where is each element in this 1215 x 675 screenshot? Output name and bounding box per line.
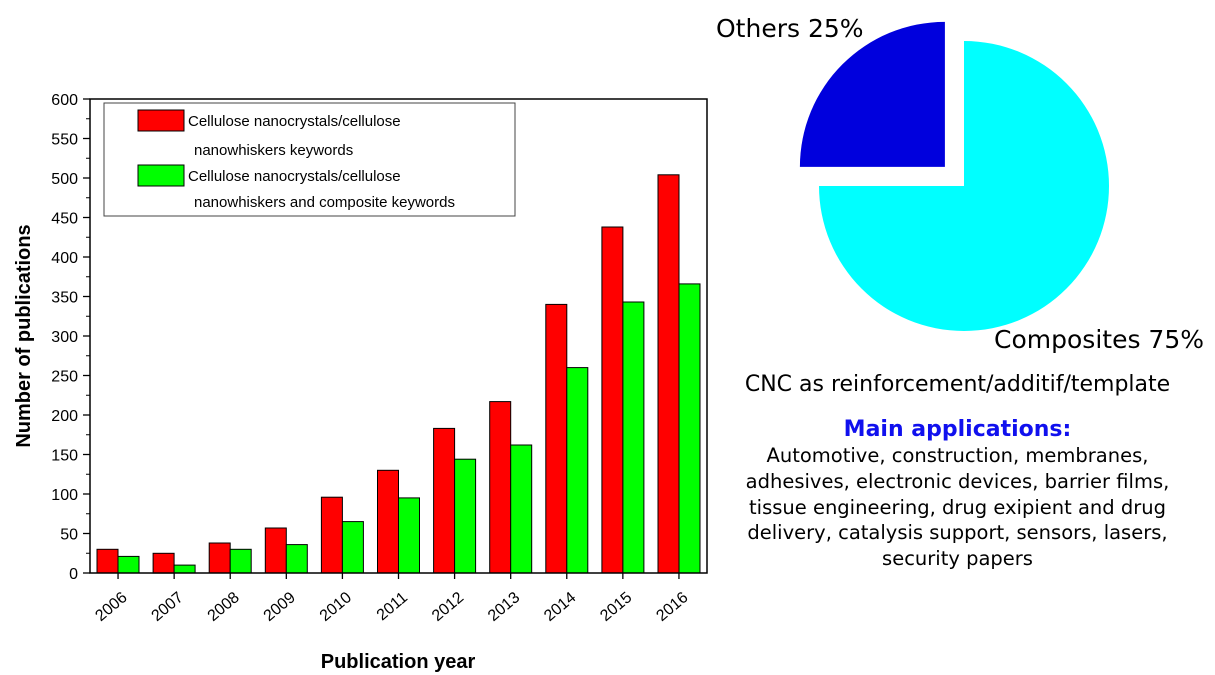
pie-slice-composites (819, 41, 1109, 331)
x-tick-label: 2013 (485, 589, 523, 625)
x-tick-label: 2012 (429, 589, 467, 625)
x-tick-label: 2016 (653, 589, 691, 625)
x-tick-label: 2006 (92, 589, 130, 625)
applications-panel: CNC as reinforcement/additif/template Ma… (700, 372, 1215, 572)
applications-line: tissue engineering, drug exipient and dr… (749, 495, 1166, 519)
x-tick-label: 2014 (541, 589, 579, 625)
x-tick-label: 2009 (261, 589, 299, 625)
y-tick-label: 500 (51, 171, 78, 188)
y-tick-label: 600 (51, 92, 78, 109)
bar-green-2008 (229, 548, 252, 574)
bar-green-2013 (510, 444, 533, 574)
y-tick-label: 550 (51, 132, 78, 149)
cnc-role-text: CNC as reinforcement/additif/template (744, 372, 1171, 397)
y-tick-label: 100 (51, 487, 78, 504)
legend: Cellulose nanocrystals/cellulose nanowhi… (103, 102, 516, 217)
bar-red-2010 (320, 496, 343, 574)
legend-label-green-line2: nanowhiskers and composite keywords (194, 194, 455, 211)
y-tick-label: 250 (51, 369, 78, 386)
legend-swatch-green (137, 164, 185, 187)
applications-line: adhesives, electronic devices, barrier f… (745, 469, 1170, 493)
x-tick-label: 2007 (149, 589, 187, 625)
bar-green-2012 (454, 458, 477, 574)
bar-red-2009 (264, 527, 287, 574)
bar-red-2012 (433, 427, 456, 574)
bar-red-2011 (377, 469, 399, 574)
bar-green-2007 (173, 564, 196, 574)
pie-label-composites: Composites 75% (994, 325, 1204, 354)
bar-green-2015 (622, 301, 645, 574)
y-axis-label: Number of publications (13, 224, 35, 447)
pie-label-others: Others 25% (716, 14, 864, 43)
pie-chart: Composites 75% Others 25% (716, 14, 1204, 354)
bar-green-2016 (678, 283, 701, 574)
bar-green-2006 (117, 555, 140, 574)
bar-red-2015 (601, 226, 624, 574)
legend-swatch-red (137, 109, 185, 132)
applications-line: Automotive, construction, membranes, (766, 444, 1149, 467)
bar-red-2016 (657, 174, 680, 574)
y-tick-label: 50 (60, 527, 78, 544)
x-tick-label: 2010 (317, 589, 355, 625)
y-tick-label: 0 (69, 566, 78, 583)
applications-line: security papers (882, 547, 1033, 571)
y-tick-label: 400 (51, 250, 78, 267)
legend-label-red-line2: nanowhiskers keywords (194, 142, 353, 159)
bar-green-2014 (566, 367, 589, 574)
bar-green-2010 (341, 521, 364, 574)
bar-red-2013 (489, 401, 512, 574)
bar-red-2006 (96, 548, 119, 574)
bar-chart: 0 50 100 150 200 250 300 350 400 450 500 550 600 200… (13, 92, 708, 673)
x-tick-label: 2015 (597, 589, 635, 625)
bar-group (96, 174, 701, 574)
y-tick-label: 200 (51, 408, 78, 425)
applications-list: Automotive, construction, membranes, adh… (700, 443, 1215, 572)
applications-line: delivery, catalysis support, sensors, la… (747, 521, 1168, 545)
x-axis: 2006 2007 2008 2009 2010 2011 2012 2013 2014 2015… (92, 573, 692, 625)
legend-label-red-line1: Cellulose nanocrystals/cellulose (188, 113, 401, 130)
bar-red-2008 (208, 542, 231, 574)
applications-heading: Main applications: (843, 417, 1072, 442)
x-axis-label: Publication year (321, 651, 476, 673)
bar-red-2007 (152, 552, 175, 574)
y-tick-label: 350 (51, 290, 78, 307)
bar-green-2009 (285, 544, 308, 574)
bar-green-2011 (398, 497, 420, 574)
x-tick-label: 2011 (374, 589, 411, 624)
legend-label-green-line1: Cellulose nanocrystals/cellulose (188, 168, 401, 185)
y-tick-label: 300 (51, 329, 78, 346)
x-tick-label: 2008 (205, 589, 243, 625)
pie-slice-others (799, 21, 945, 167)
y-axis: 0 50 100 150 200 250 300 350 400 450 500 550 600 (51, 92, 90, 583)
y-tick-label: 150 (51, 448, 78, 465)
bar-red-2014 (545, 303, 568, 574)
y-tick-label: 450 (51, 211, 78, 228)
